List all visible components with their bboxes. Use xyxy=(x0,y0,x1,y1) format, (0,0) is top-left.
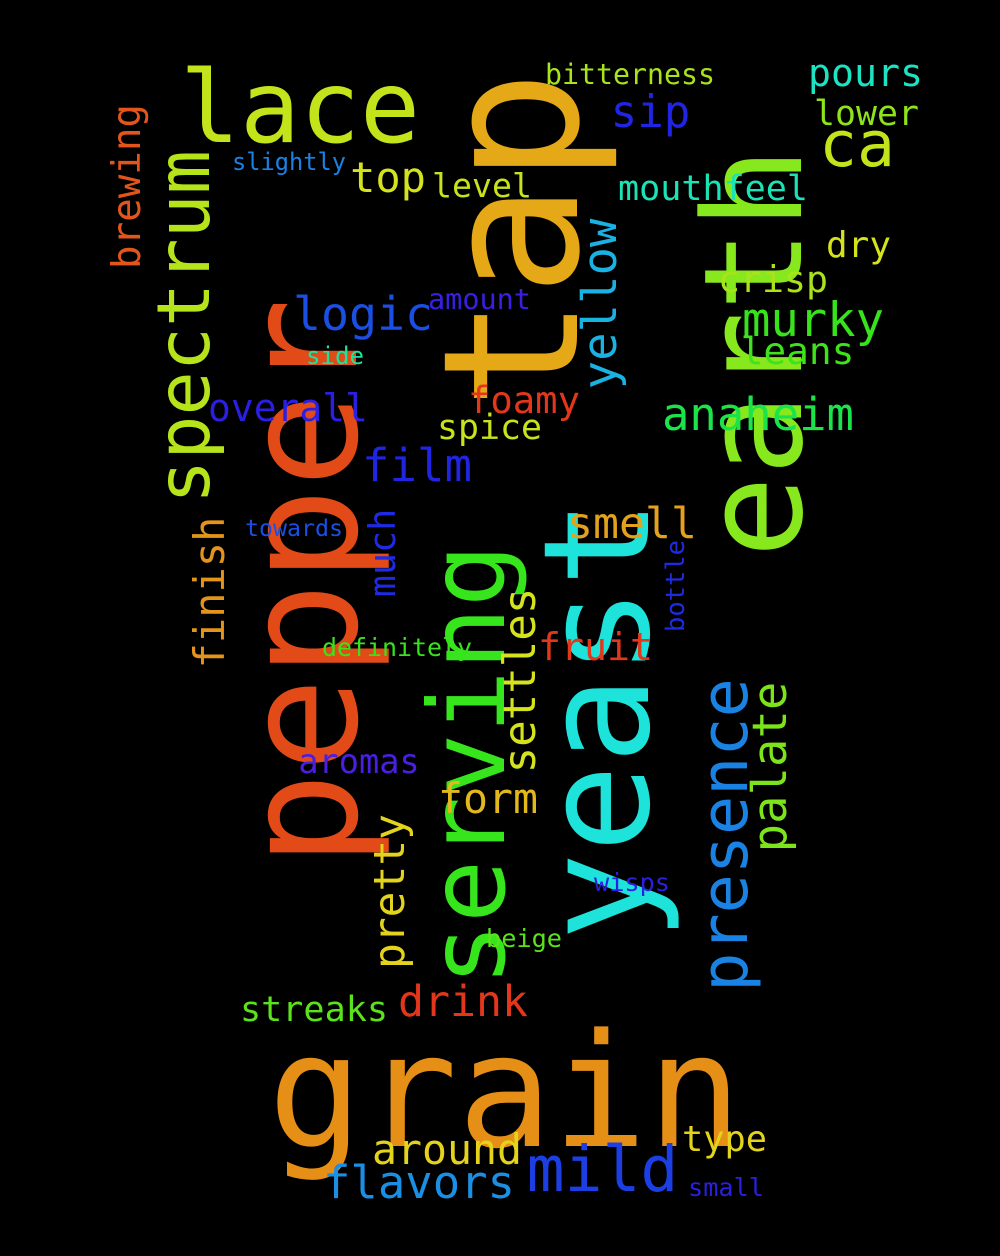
word-finish: finish xyxy=(185,516,234,669)
word-spectrum: spectrum xyxy=(142,150,227,505)
word-foamy: foamy xyxy=(468,378,580,422)
word-bitterness: bitterness xyxy=(545,58,715,91)
word-grain: grain xyxy=(267,1001,743,1184)
word-fruit: fruit xyxy=(538,626,653,670)
word-ca: ca xyxy=(819,108,895,181)
word-spice: spice xyxy=(437,408,542,448)
word-brewing: brewing xyxy=(105,104,150,269)
word-leans: leans xyxy=(740,329,855,373)
word-pretty: pretty xyxy=(365,814,415,969)
word-sip: sip xyxy=(610,87,691,138)
word-side: side xyxy=(306,342,364,370)
word-amount: amount xyxy=(428,283,531,316)
word-crisp: crisp xyxy=(718,258,828,301)
word-pours: pours xyxy=(808,52,923,96)
word-beige: beige xyxy=(486,924,562,953)
word-dry: dry xyxy=(826,225,891,266)
word-settles: settles xyxy=(495,587,546,774)
word-smell: smell xyxy=(567,499,697,549)
word-around: around xyxy=(372,1125,522,1174)
word-level: level xyxy=(432,166,532,205)
word-mouthfeel: mouthfeel xyxy=(618,168,808,209)
word-slightly: slightly xyxy=(232,148,346,176)
word-flavors: flavors xyxy=(323,1156,515,1209)
word-definitely: definitely xyxy=(322,633,472,662)
word-top: top xyxy=(350,153,426,202)
word-pepper: pepper xyxy=(211,298,394,867)
word-bottle: bottle xyxy=(661,540,691,632)
word-palate: palate xyxy=(743,681,798,853)
word-much: much xyxy=(361,508,404,598)
word-streaks: streaks xyxy=(240,989,388,1030)
word-overall: overall xyxy=(208,386,368,430)
word-logic: logic xyxy=(293,287,433,341)
word-aromas: aromas xyxy=(298,742,420,781)
word-mild: mild xyxy=(526,1133,679,1206)
word-drink: drink xyxy=(398,977,528,1027)
word-lace: lace xyxy=(179,49,421,166)
word-murky: murky xyxy=(742,293,884,348)
word-wisps: wisps xyxy=(594,868,670,897)
word-form: form xyxy=(438,774,538,823)
word-lower: lower xyxy=(814,94,919,134)
word-towards: towards xyxy=(245,515,343,542)
word-yellow: yellow xyxy=(573,218,628,390)
word-small: small xyxy=(688,1173,764,1202)
word-type: type xyxy=(682,1119,767,1160)
word-anaheim: anaheim xyxy=(662,388,854,441)
word-film: film xyxy=(362,439,472,492)
